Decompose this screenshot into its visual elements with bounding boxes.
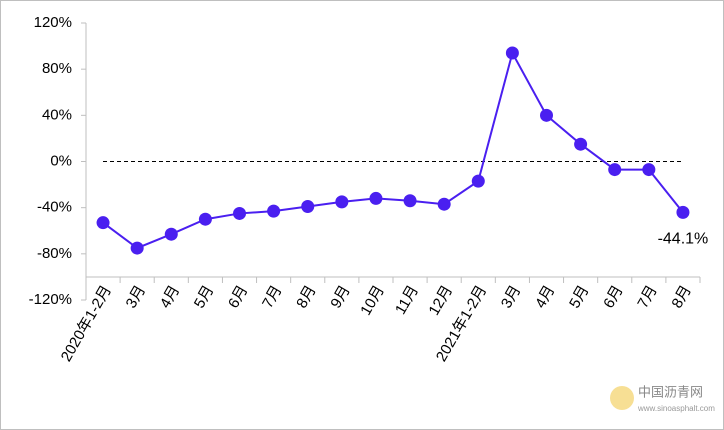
y-tick-label: 120%	[34, 14, 72, 31]
marker	[574, 137, 588, 151]
marker	[403, 194, 417, 208]
y-tick-label: -120%	[29, 291, 72, 308]
marker	[96, 216, 110, 230]
data-label: -44.1%	[658, 231, 709, 248]
marker	[335, 195, 349, 209]
marker	[301, 200, 315, 214]
y-tick-label: 40%	[42, 106, 72, 123]
marker	[471, 174, 485, 188]
watermark-url: www.sinoasphalt.com	[637, 404, 715, 413]
y-tick-label: 0%	[50, 152, 72, 169]
y-tick-label: 80%	[42, 60, 72, 77]
marker	[608, 163, 622, 177]
marker	[369, 191, 383, 205]
marker	[642, 163, 656, 177]
marker	[198, 212, 212, 226]
marker	[676, 205, 690, 219]
y-tick-label: -80%	[37, 245, 72, 262]
y-tick-label: -40%	[37, 199, 72, 216]
watermark-name: 中国沥青网	[638, 384, 703, 399]
marker	[540, 108, 553, 122]
marker	[233, 206, 246, 220]
marker	[267, 204, 281, 218]
watermark-logo	[610, 386, 634, 410]
marker	[437, 197, 451, 211]
watermark: 中国沥青网 www.sinoasphalt.com	[610, 384, 715, 413]
marker	[505, 46, 519, 60]
marker	[130, 241, 144, 255]
marker	[164, 227, 178, 241]
